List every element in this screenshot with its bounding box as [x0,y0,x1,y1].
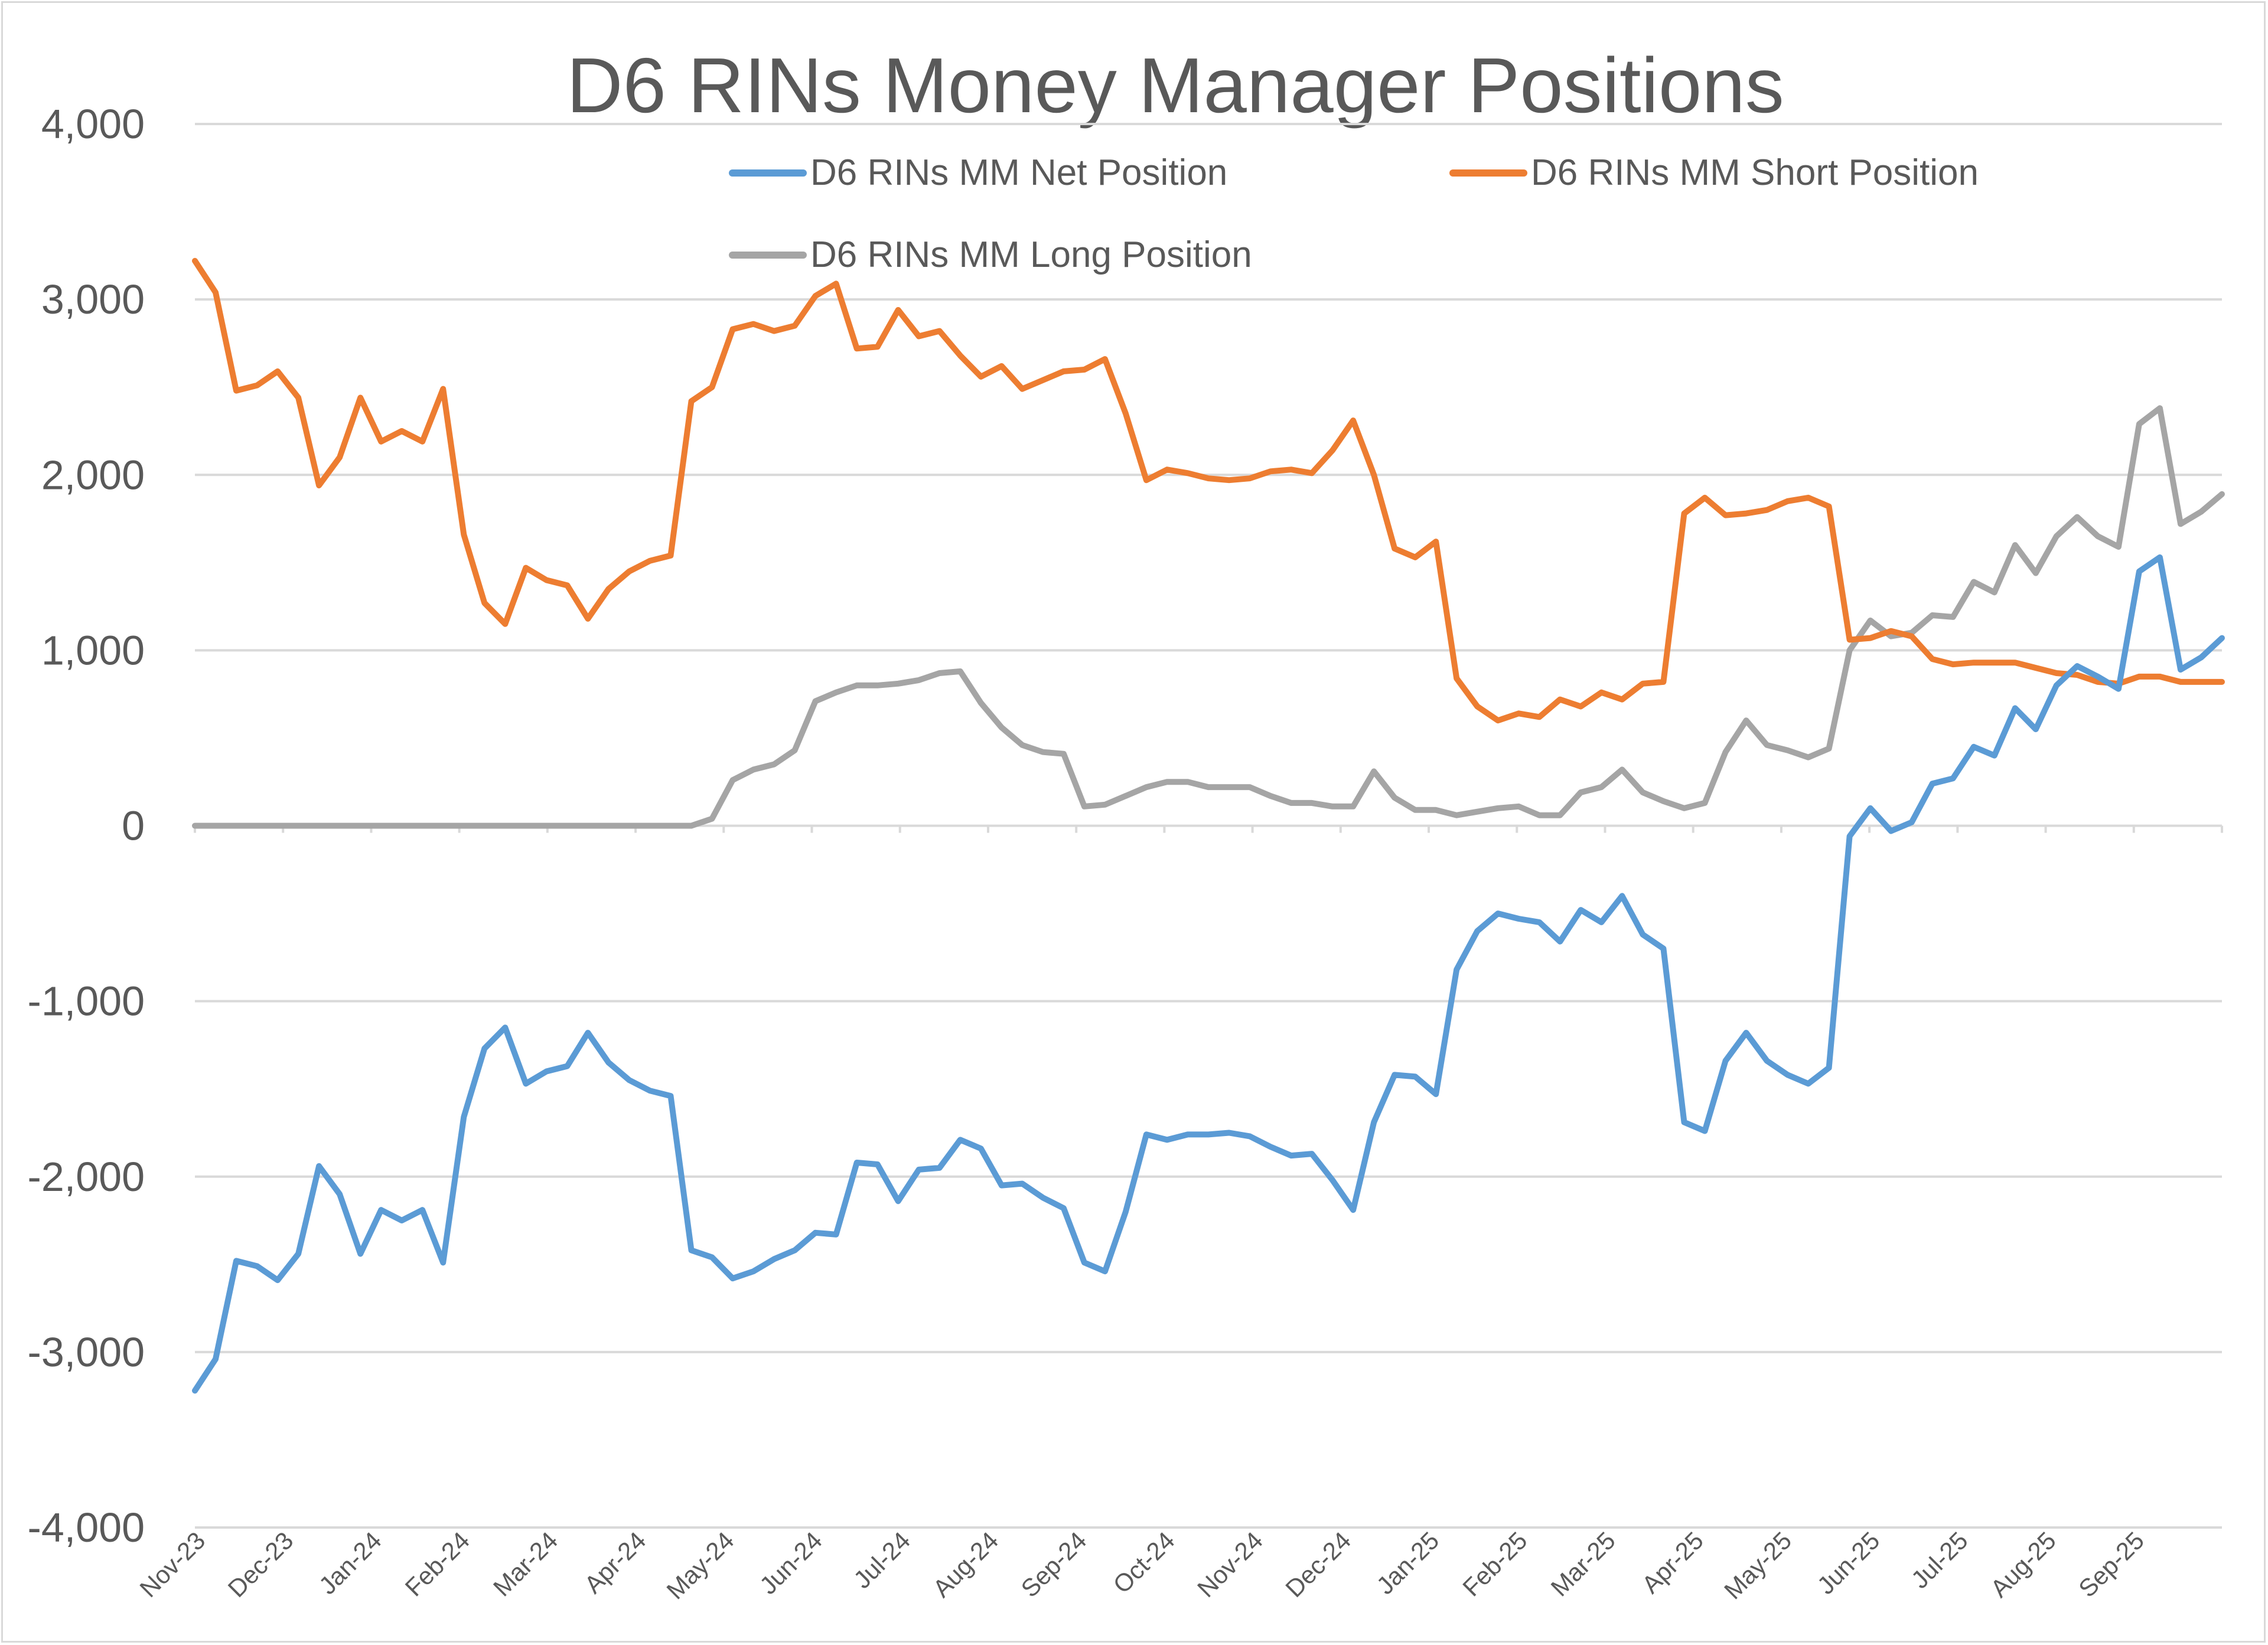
y-axis-ticks: 4,000 3,000 2,000 1,000 0 -1,000 -2,000 -3,000 -… [28,101,145,1551]
x-tick-label: Oct-24 [1107,1526,1179,1598]
y-tick-label: -1,000 [28,978,145,1024]
legend-label: D6 RINs MM Long Position [810,234,1252,275]
y-tick-label: -2,000 [28,1154,145,1200]
y-tick-label: 2,000 [41,452,145,498]
x-tick-label: Jul-25 [1906,1526,1973,1594]
x-tick-label: Jul-24 [848,1526,915,1594]
x-tick-label: Dec-24 [1280,1526,1356,1602]
y-tick-label: -3,000 [28,1329,145,1375]
x-tick-label: Nov-24 [1192,1526,1268,1602]
x-tick-label: Sep-24 [1016,1526,1092,1602]
x-tick-label: Jan-25 [1371,1526,1444,1600]
x-tick-label: Jan-24 [314,1526,387,1600]
x-axis-ticks: Nov-23 Dec-23 Jan-24 Feb-24 Mar-24 Apr-24 May-… [134,1526,2149,1604]
y-tick-label: 0 [122,803,145,849]
x-tick-label: May-25 [1719,1526,1797,1604]
x-tick-label: Nov-23 [134,1526,210,1602]
x-tick-label: Jun-25 [1811,1526,1885,1600]
x-tick-label: Mar-25 [1546,1526,1621,1601]
y-tick-label: 3,000 [41,276,145,322]
legend-label: D6 RINs MM Short Position [1531,152,1979,193]
x-tick-label: Dec-23 [223,1526,299,1602]
x-tick-label: Mar-24 [488,1526,563,1601]
x-tick-label: Aug-24 [927,1526,1003,1602]
series-line-1 [192,257,2225,724]
gridlines [194,123,2223,1529]
series-lines [192,257,2225,1394]
x-tick-label: Apr-25 [1637,1526,1709,1598]
legend: D6 RINs MM Net Position D6 RINs MM Short … [729,152,1979,275]
x-tick-label: Feb-24 [400,1526,475,1601]
x-tick-label: Feb-25 [1457,1526,1532,1601]
x-tick-label: May-24 [661,1526,739,1604]
x-tick-label: Sep-25 [2073,1526,2149,1602]
series-line-0 [192,554,2225,1394]
chart-title: D6 RINs Money Manager Positions [566,42,1784,129]
y-tick-label: 1,000 [41,627,145,673]
y-tick-label: -4,000 [28,1504,145,1551]
legend-label: D6 RINs MM Net Position [810,152,1227,193]
x-tick-label: Jun-24 [754,1526,827,1600]
x-tick-label: Aug-25 [1985,1526,2061,1602]
x-tick-label: Apr-24 [579,1526,651,1598]
y-tick-label: 4,000 [41,101,145,147]
